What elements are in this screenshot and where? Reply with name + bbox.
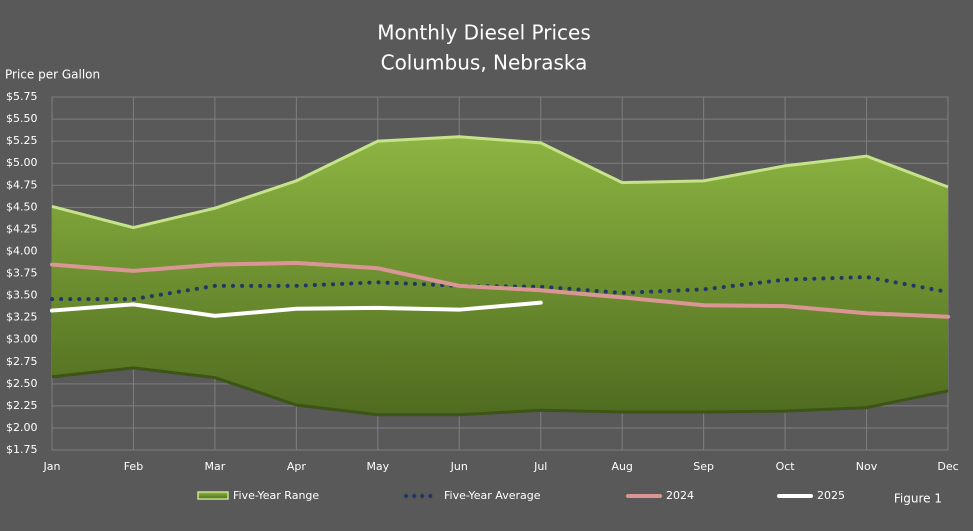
legend-label: Five-Year Average [444,489,541,502]
y-tick-label: $3.00 [6,333,38,346]
x-tick-label: Dec [937,460,958,473]
x-tick-label: May [366,460,389,473]
y-tick-label: $4.25 [6,222,38,235]
x-tick-label: Nov [856,460,878,473]
legend-label: 2024 [666,489,694,502]
x-tick-label: Aug [611,460,632,473]
y-tick-label: $3.50 [6,289,38,302]
y-tick-label: $4.50 [6,200,38,213]
legend-label: 2025 [817,489,845,502]
x-tick-label: Jun [450,460,468,473]
annotation: Figure 1 [894,492,942,506]
x-tick-label: Oct [776,460,796,473]
y-tick-label: $1.75 [6,443,38,456]
y-tick-label: $3.75 [6,267,38,280]
y-tick-label: $3.25 [6,311,38,324]
y-tick-label: $5.25 [6,134,38,147]
x-tick-label: Mar [205,460,226,473]
x-tick-label: Jul [533,460,547,473]
y-tick-label: $5.75 [6,90,38,103]
y-tick-label: $2.50 [6,377,38,390]
x-tick-label: Jan [43,460,61,473]
x-tick-label: Feb [124,460,143,473]
chart-title: Monthly Diesel Prices [377,21,591,45]
series-line [50,300,543,318]
range-high [51,135,949,230]
series-line [50,260,950,319]
x-tick-label: Sep [693,460,714,473]
y-tick-label: $2.75 [6,355,38,368]
y-tick-label: $4.75 [6,178,38,191]
legend-swatch [197,491,229,500]
y-tick-label: $4.00 [6,244,38,257]
range-low [51,366,949,417]
y-axis-label: Price per Gallon [5,68,100,82]
y-tick-label: $5.50 [6,112,38,125]
range-fill [52,136,948,415]
y-tick-label: $2.25 [6,399,38,412]
y-tick-label: $2.00 [6,421,38,434]
y-tick-label: $5.00 [6,156,38,169]
x-tick-label: Apr [287,460,307,473]
chart-subtitle: Columbus, Nebraska [381,51,588,75]
legend-label: Five-Year Range [233,489,319,502]
